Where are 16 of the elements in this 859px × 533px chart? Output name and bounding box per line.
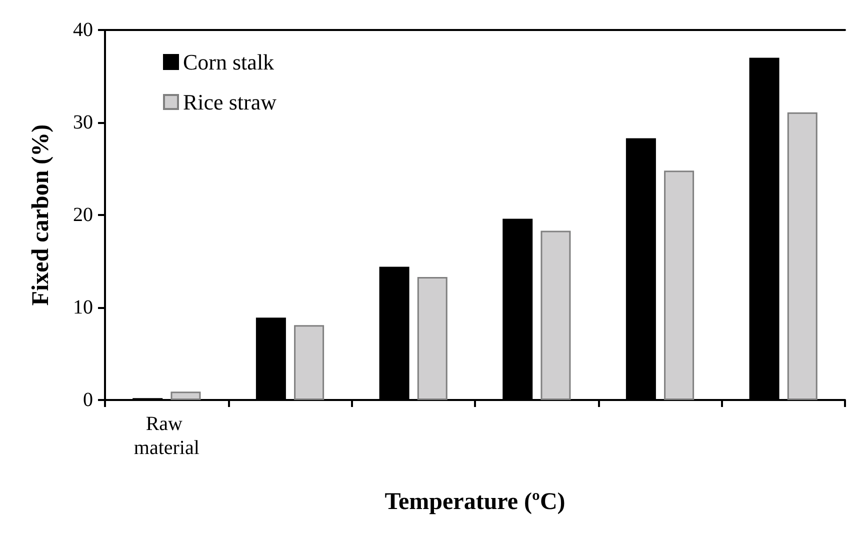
y-tick-label: 20	[73, 204, 93, 226]
y-axis-title: Fixed carbon (%)	[28, 124, 54, 306]
bar	[664, 170, 694, 400]
bar	[540, 230, 571, 400]
y-tick-label: 30	[73, 112, 93, 134]
bar	[417, 276, 448, 400]
y-tick-label: 40	[73, 19, 93, 41]
bar	[787, 112, 818, 400]
y-tick-label: 10	[73, 296, 93, 318]
x-axis-title: Temperature (ºC)	[384, 489, 566, 515]
legend-label: Rice straw	[183, 90, 277, 114]
bar	[170, 392, 201, 400]
x-tick-label: Raw material	[134, 413, 200, 459]
legend-label: Corn stalk	[183, 50, 274, 74]
bar	[294, 325, 324, 400]
y-tick-label: 0	[83, 389, 93, 411]
